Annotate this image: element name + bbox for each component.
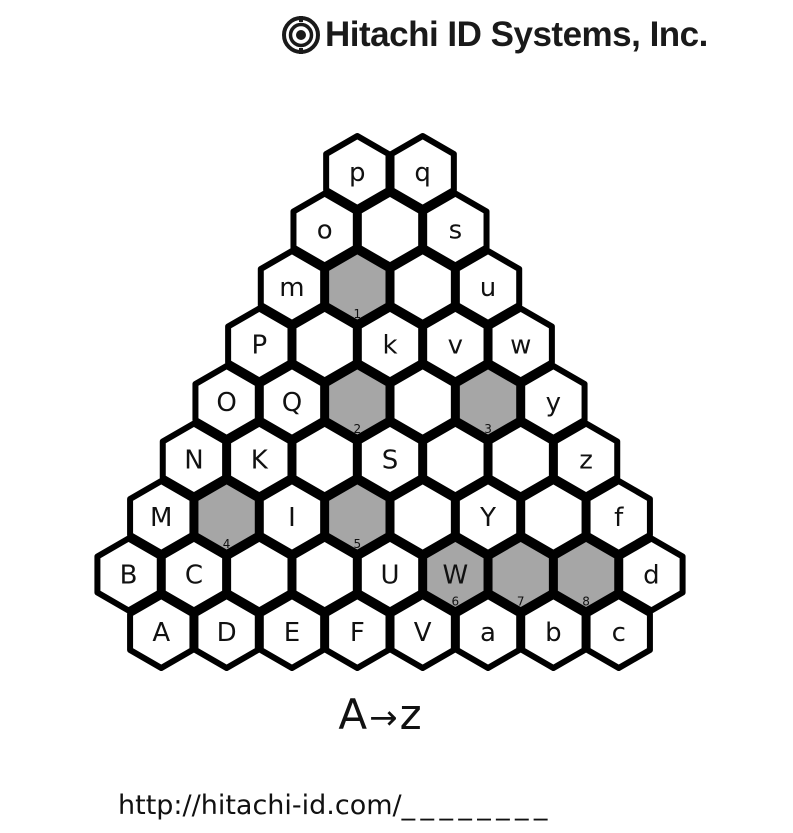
hex-cell: f [584, 478, 653, 556]
hex-cell-letter: w [510, 331, 531, 361]
hex-cell: V [388, 593, 457, 671]
hex-cell-letter: S [382, 446, 399, 476]
hex-cell-number: 1 [353, 307, 361, 321]
hex-cell: w [486, 305, 555, 384]
hex-cell-letter: s [449, 216, 463, 246]
hex-cell-letter: d [643, 561, 660, 591]
hex-cell: u [453, 248, 523, 326]
arrow-right-icon: → [369, 698, 398, 738]
hex-cell-number: 3 [484, 422, 492, 436]
direction-end: z [399, 690, 422, 739]
hex-cell: z [551, 420, 621, 499]
hex-cell: d [617, 535, 686, 614]
direction-start: A [338, 690, 368, 739]
hex-cell-number: 2 [353, 422, 361, 436]
hex-cell: y [519, 363, 588, 441]
hex-cell: E [257, 593, 327, 671]
direction-hint: A→z [0, 690, 760, 739]
hex-cell-shape [486, 305, 555, 384]
hex-cell-letter: u [480, 273, 496, 303]
hex-cell: b [519, 593, 588, 671]
hex-cell-letter: k [382, 331, 397, 361]
hex-cell: m [257, 248, 327, 326]
brand-logo: Hitachi ID Systems, Inc. [281, 12, 708, 58]
hex-cell-number: 5 [353, 537, 361, 551]
url-prefix: http://hitachi-id.com/ [118, 790, 402, 821]
hitachi-inspire-mark-icon [282, 16, 320, 54]
hex-cell-shape [551, 420, 621, 499]
brand-name: Hitachi ID Systems, Inc. [325, 15, 708, 54]
hex-cell-letter: p [349, 158, 366, 188]
hex-cell-letter: Y [479, 503, 496, 533]
answer-blanks: _ _ _ _ _ _ _ _ [401, 790, 548, 821]
hex-cell-letter: a [480, 618, 496, 648]
hex-cell-letter: c [612, 618, 626, 648]
hex-cell-letter: P [251, 331, 267, 361]
hex-cell-shape [617, 535, 686, 614]
hex-cell-letter: K [251, 446, 269, 476]
hex-cell-letter: V [414, 618, 432, 648]
hex-cell-letter: O [216, 388, 236, 418]
hex-cell-letter: C [185, 561, 203, 591]
hex-cell-letter: B [120, 561, 138, 591]
hex-cell-letter: F [350, 618, 365, 648]
hex-cell-letter: M [150, 503, 172, 533]
hex-cell: A [127, 593, 196, 671]
hex-cell-shape [584, 478, 653, 556]
hex-cell-letter: f [614, 503, 624, 533]
hex-cell-letter: o [317, 216, 333, 246]
hex-cell: c [584, 593, 653, 671]
hex-cell-letter: E [284, 618, 300, 648]
hex-cell-number: 7 [517, 595, 525, 609]
hex-cell: a [453, 593, 523, 671]
hex-cell-letter: q [414, 158, 431, 188]
hex-cell-letter: I [288, 503, 296, 533]
hex-cell-shape [453, 248, 523, 326]
hex-cell-letter: z [579, 446, 593, 476]
hex-cell-letter: b [545, 618, 562, 648]
hex-cell-letter: N [184, 446, 203, 476]
hex-cell-letter: U [380, 561, 399, 591]
hex-cell-letter: D [217, 618, 237, 648]
hex-cell-letter: Q [282, 388, 302, 418]
hex-cell-letter: y [546, 388, 561, 418]
hex-cell-shape [584, 593, 653, 671]
hex-cell: s [421, 190, 490, 269]
hex-cell-letter: A [152, 618, 170, 648]
hex-cell-number: 4 [223, 537, 231, 551]
hex-cell-letter: m [279, 273, 304, 303]
hex-cell-letter: W [442, 561, 468, 591]
hex-cell: C [159, 535, 229, 614]
hex-cell-number: 6 [452, 595, 460, 609]
hex-cell: q [388, 133, 457, 211]
hex-cell-number: 8 [582, 595, 590, 609]
hex-cell-shape [519, 363, 588, 441]
hex-cell: F [323, 593, 392, 671]
hex-cell-letter: v [448, 331, 463, 361]
hex-cell: W6 [421, 535, 490, 614]
answer-url: http://hitachi-id.com/_ _ _ _ _ _ _ _ [118, 790, 547, 821]
hex-cell: o [290, 190, 359, 269]
hex-cell-shape [388, 133, 457, 211]
hex-cell: D [192, 593, 261, 671]
hex-cell-shape [421, 190, 490, 269]
